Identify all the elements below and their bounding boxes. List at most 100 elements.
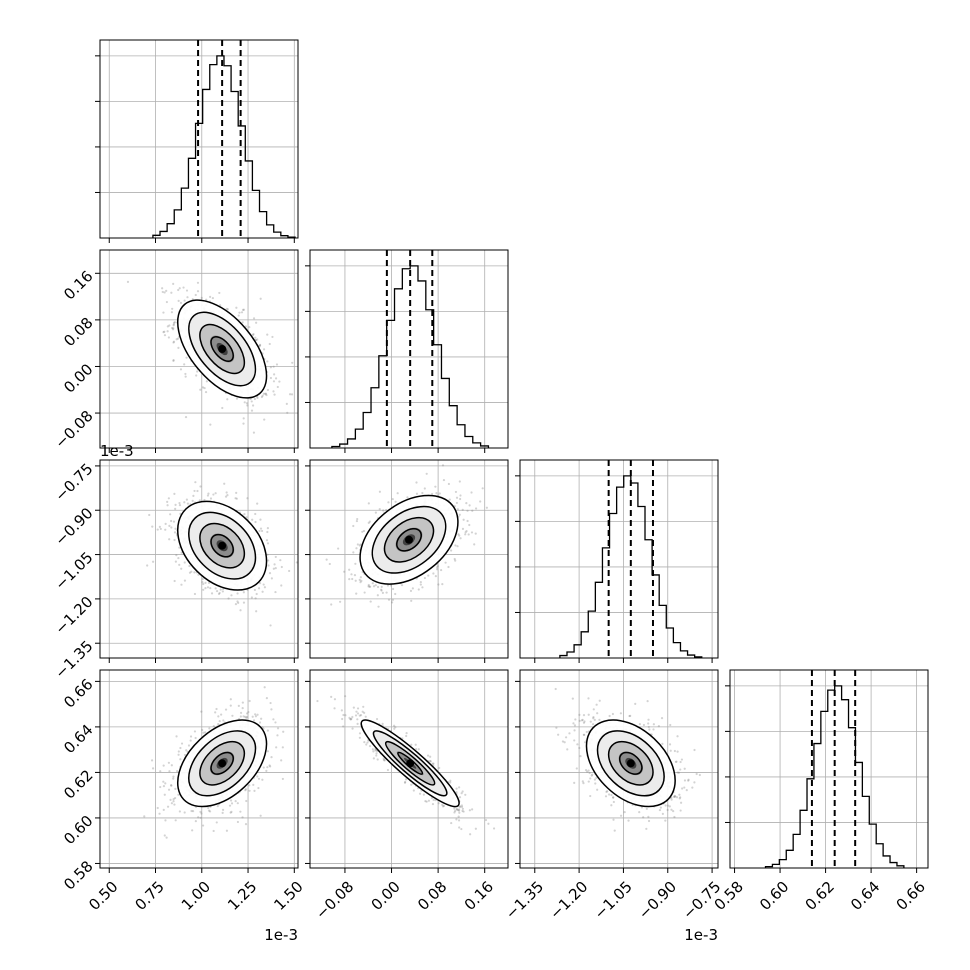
scatter-point [261, 778, 264, 781]
scatter-point [380, 589, 383, 592]
histogram-series [559, 475, 703, 658]
scatter-point [163, 291, 166, 294]
scatter-point [280, 759, 283, 762]
scatter-point [268, 764, 271, 767]
scatter-point [593, 778, 596, 781]
scatter-point [199, 810, 202, 813]
scatter-point [164, 782, 167, 785]
scatter-point [356, 712, 360, 715]
scatter-point [161, 287, 164, 290]
scatter-point [351, 715, 354, 719]
scatter-point [440, 568, 443, 572]
scatter-point [391, 598, 394, 601]
scatter-point [266, 360, 269, 363]
scatter-point [272, 567, 275, 570]
scatter-point [156, 528, 159, 531]
scatter-point [217, 723, 220, 726]
scatter-point [449, 779, 452, 782]
scatter-point [429, 760, 432, 763]
scatter-point [362, 529, 366, 533]
scatter-point [356, 517, 359, 521]
scatter-point [221, 808, 225, 811]
scatter-point [405, 734, 408, 738]
scatter-point [448, 498, 451, 501]
scatter-point [385, 591, 388, 594]
scatter-point [169, 798, 172, 801]
scatter-point [177, 299, 180, 302]
scatter-point [359, 576, 362, 579]
scatter-point [266, 527, 269, 530]
scatter-point [191, 499, 194, 502]
scatter-point [269, 765, 272, 768]
scatter-panel-0-2 [99, 459, 299, 659]
scatter-point [252, 333, 255, 336]
scatter-point [417, 748, 420, 751]
scatter-point [673, 815, 676, 819]
scatter-point [282, 730, 285, 733]
scatter-point [275, 363, 279, 366]
scatter-point [447, 482, 450, 486]
scatter-point [209, 295, 212, 298]
scatter-point [487, 822, 490, 825]
scatter-point [178, 287, 181, 290]
scatter-point [337, 547, 340, 550]
scatter-point [242, 715, 245, 718]
scatter-point [382, 509, 385, 512]
scatter-point [191, 810, 195, 813]
scatter-point [270, 756, 273, 759]
scatter-point [348, 716, 351, 719]
scatter-point [376, 585, 380, 589]
scatter-point [243, 401, 246, 404]
scatter-point [272, 380, 276, 383]
scatter-point [240, 311, 244, 314]
scatter-point [431, 492, 434, 496]
scatter-point [350, 717, 353, 720]
scatter-point [166, 504, 169, 507]
scatter-point [471, 509, 474, 512]
scatter-point [484, 818, 488, 822]
scatter-point [209, 586, 212, 590]
scatter-point [226, 398, 229, 401]
scatter-point [341, 717, 344, 721]
scatter-point [201, 577, 204, 581]
scatter-point [184, 372, 187, 376]
scatter-point [172, 798, 175, 801]
scatter-point [236, 802, 239, 805]
scatter-point [170, 783, 173, 787]
scatter-point [432, 798, 435, 802]
density-peak [218, 759, 227, 768]
histogram-panel-3 [725, 669, 929, 869]
scatter-point [178, 501, 181, 505]
scatter-point [454, 559, 457, 562]
scatter-point [180, 742, 184, 745]
scatter-point [266, 542, 270, 545]
scatter-point [367, 583, 370, 587]
scatter-point [254, 715, 258, 718]
scatter-point [219, 588, 222, 591]
scatter-point [356, 707, 360, 710]
scatter-point [267, 559, 270, 562]
scatter-point [212, 493, 215, 496]
scatter-point [218, 720, 221, 723]
scatter-point [374, 511, 377, 514]
scatter-point [367, 585, 370, 588]
scatter-point [209, 423, 212, 426]
scatter-point [207, 806, 210, 809]
scatter-point [678, 793, 681, 796]
scatter-point [612, 800, 615, 804]
scatter-point [465, 502, 468, 505]
scatter-point [455, 496, 459, 499]
panel-frame [99, 249, 299, 449]
scatter-point [387, 501, 390, 504]
scatter-point [578, 719, 581, 722]
scatter-point [167, 497, 170, 500]
scatter-point [474, 532, 477, 535]
scatter-point [469, 833, 472, 836]
scatter-point [224, 708, 228, 711]
scatter-point [254, 597, 257, 600]
panel-content [520, 670, 718, 868]
scatter-point [259, 518, 262, 521]
scatter-point [454, 490, 458, 494]
scatter-point [268, 342, 271, 346]
scatter-point [225, 829, 229, 832]
